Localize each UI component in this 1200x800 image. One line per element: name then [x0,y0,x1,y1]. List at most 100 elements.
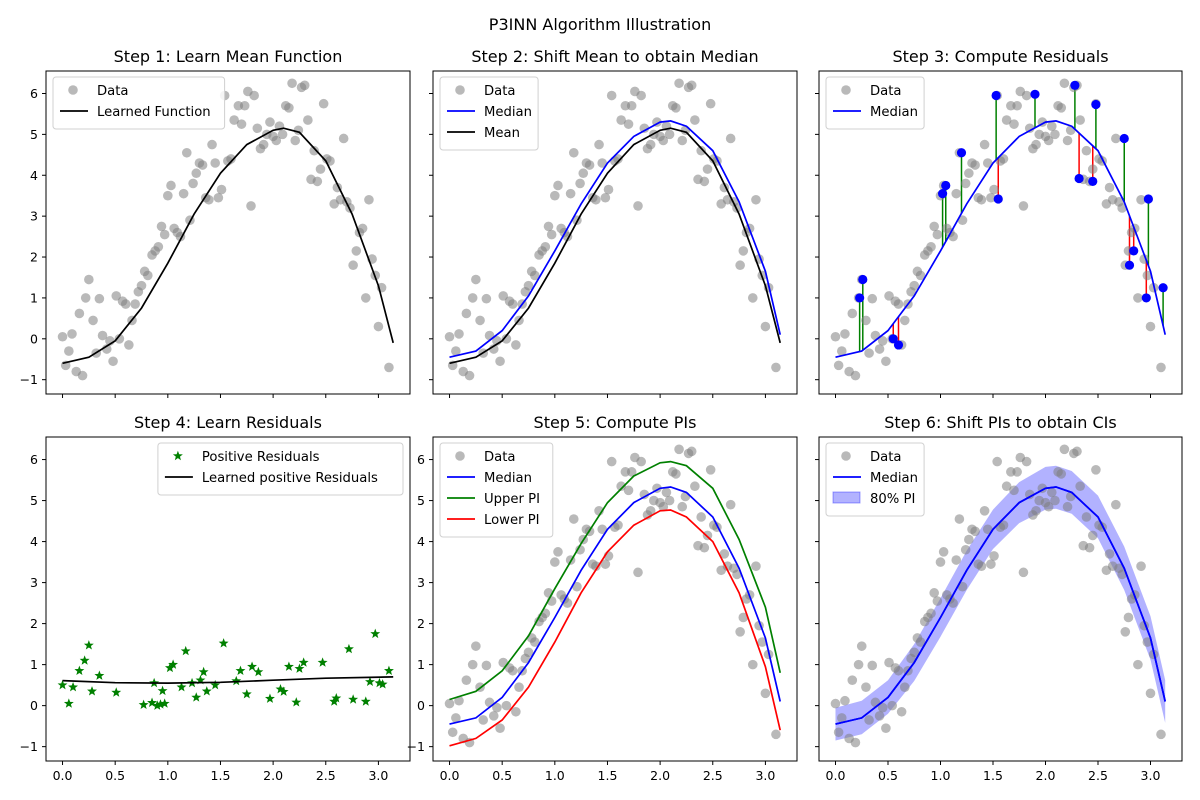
data-point [1001,481,1012,492]
data-point [67,329,77,339]
positive-residual-star [278,686,289,696]
data-point [986,192,996,203]
data-point [938,547,949,557]
data-point [156,221,167,232]
x-tick-label: 3.0 [368,768,388,783]
data-point [606,456,617,467]
positive-residual-star [365,676,375,687]
data-point [881,723,891,733]
data-point [1031,506,1041,516]
residual-highlight-point [941,180,951,191]
data-point [114,334,125,344]
data-point [575,178,585,189]
data-point [550,557,560,567]
data-point [1081,512,1092,522]
data-point [1065,491,1076,502]
data-point [847,675,858,686]
chart-panel-2: Step 2: Shift Mean to obtain Median Data M… [429,47,798,398]
learned-residuals-line [62,676,394,684]
data-point [1021,456,1032,467]
data-point [833,360,844,371]
figure-suptitle: P3INN Algorithm Illustration [489,15,711,34]
data-point [976,194,987,205]
data-point [760,321,771,332]
data-point [705,465,716,475]
data-point [738,612,749,623]
data-point [661,487,672,498]
data-point [80,293,91,303]
data-point [454,695,464,706]
data-point [507,665,518,676]
data-point [613,520,623,530]
data-point [738,246,749,256]
data-point [357,223,368,234]
positive-residual-star [283,661,294,671]
data-point [265,117,275,127]
x-tick-label: 0.5 [105,768,125,783]
data-point [674,78,684,89]
data-point [633,567,643,578]
axes-frame [432,436,798,762]
data-point [1009,119,1019,129]
panels: Step 1: Learn Mean Function −1 0 1 2 3 4 5 6 Data… [20,47,1183,783]
data-point [553,180,563,191]
data-point [540,242,551,252]
plot-area [830,78,1168,381]
data-point [501,334,512,344]
data-point [951,555,962,565]
data-point [850,370,861,381]
data-point [299,80,310,91]
data-point [840,329,850,339]
data-point [236,119,247,129]
legend-marker [455,85,465,95]
data-point [1024,489,1035,500]
data-point [836,713,847,723]
data-point [853,659,864,670]
residual-highlight-point [1091,99,1101,110]
data-point [674,444,684,455]
x-tick-label: 2.0 [263,768,283,783]
positive-residual-star [157,685,168,696]
data-point [680,491,691,502]
y-tick-label: 6 [30,452,38,467]
data-point [686,446,697,457]
data-point [315,164,326,174]
data-point [553,547,563,557]
data-point [591,561,601,571]
data-point [97,330,108,341]
data-point [1050,495,1060,506]
data-point [84,274,94,285]
data-point [600,559,611,569]
data-point [594,139,604,150]
data-point [351,246,362,256]
data-point [677,135,688,146]
positive-residual-star [94,670,105,680]
data-point [1142,270,1153,281]
data-point [932,229,943,240]
data-point [915,270,926,281]
positive-residual-star [377,679,388,689]
legend: Data Median Upper PI Lower PI [439,442,554,538]
data-point [495,723,505,733]
data-point [856,641,867,651]
data-point [213,192,224,203]
data-point [511,340,521,350]
data-point [874,711,885,721]
residual-highlight-point [1141,293,1151,303]
data-point [1133,293,1143,303]
legend-label: Learned positive Residuals [202,471,378,486]
data-point [1111,499,1121,510]
data-point [847,308,858,319]
data-point [735,627,745,637]
data-point [1136,561,1146,571]
data-point [926,608,936,619]
data-point [877,702,888,713]
data-point [252,123,263,134]
positive-residual-star [111,687,122,697]
data-point [696,145,706,156]
data-point [451,713,461,723]
data-point [130,299,140,309]
data-point [645,139,656,150]
data-point [373,321,384,332]
data-point [696,512,706,522]
